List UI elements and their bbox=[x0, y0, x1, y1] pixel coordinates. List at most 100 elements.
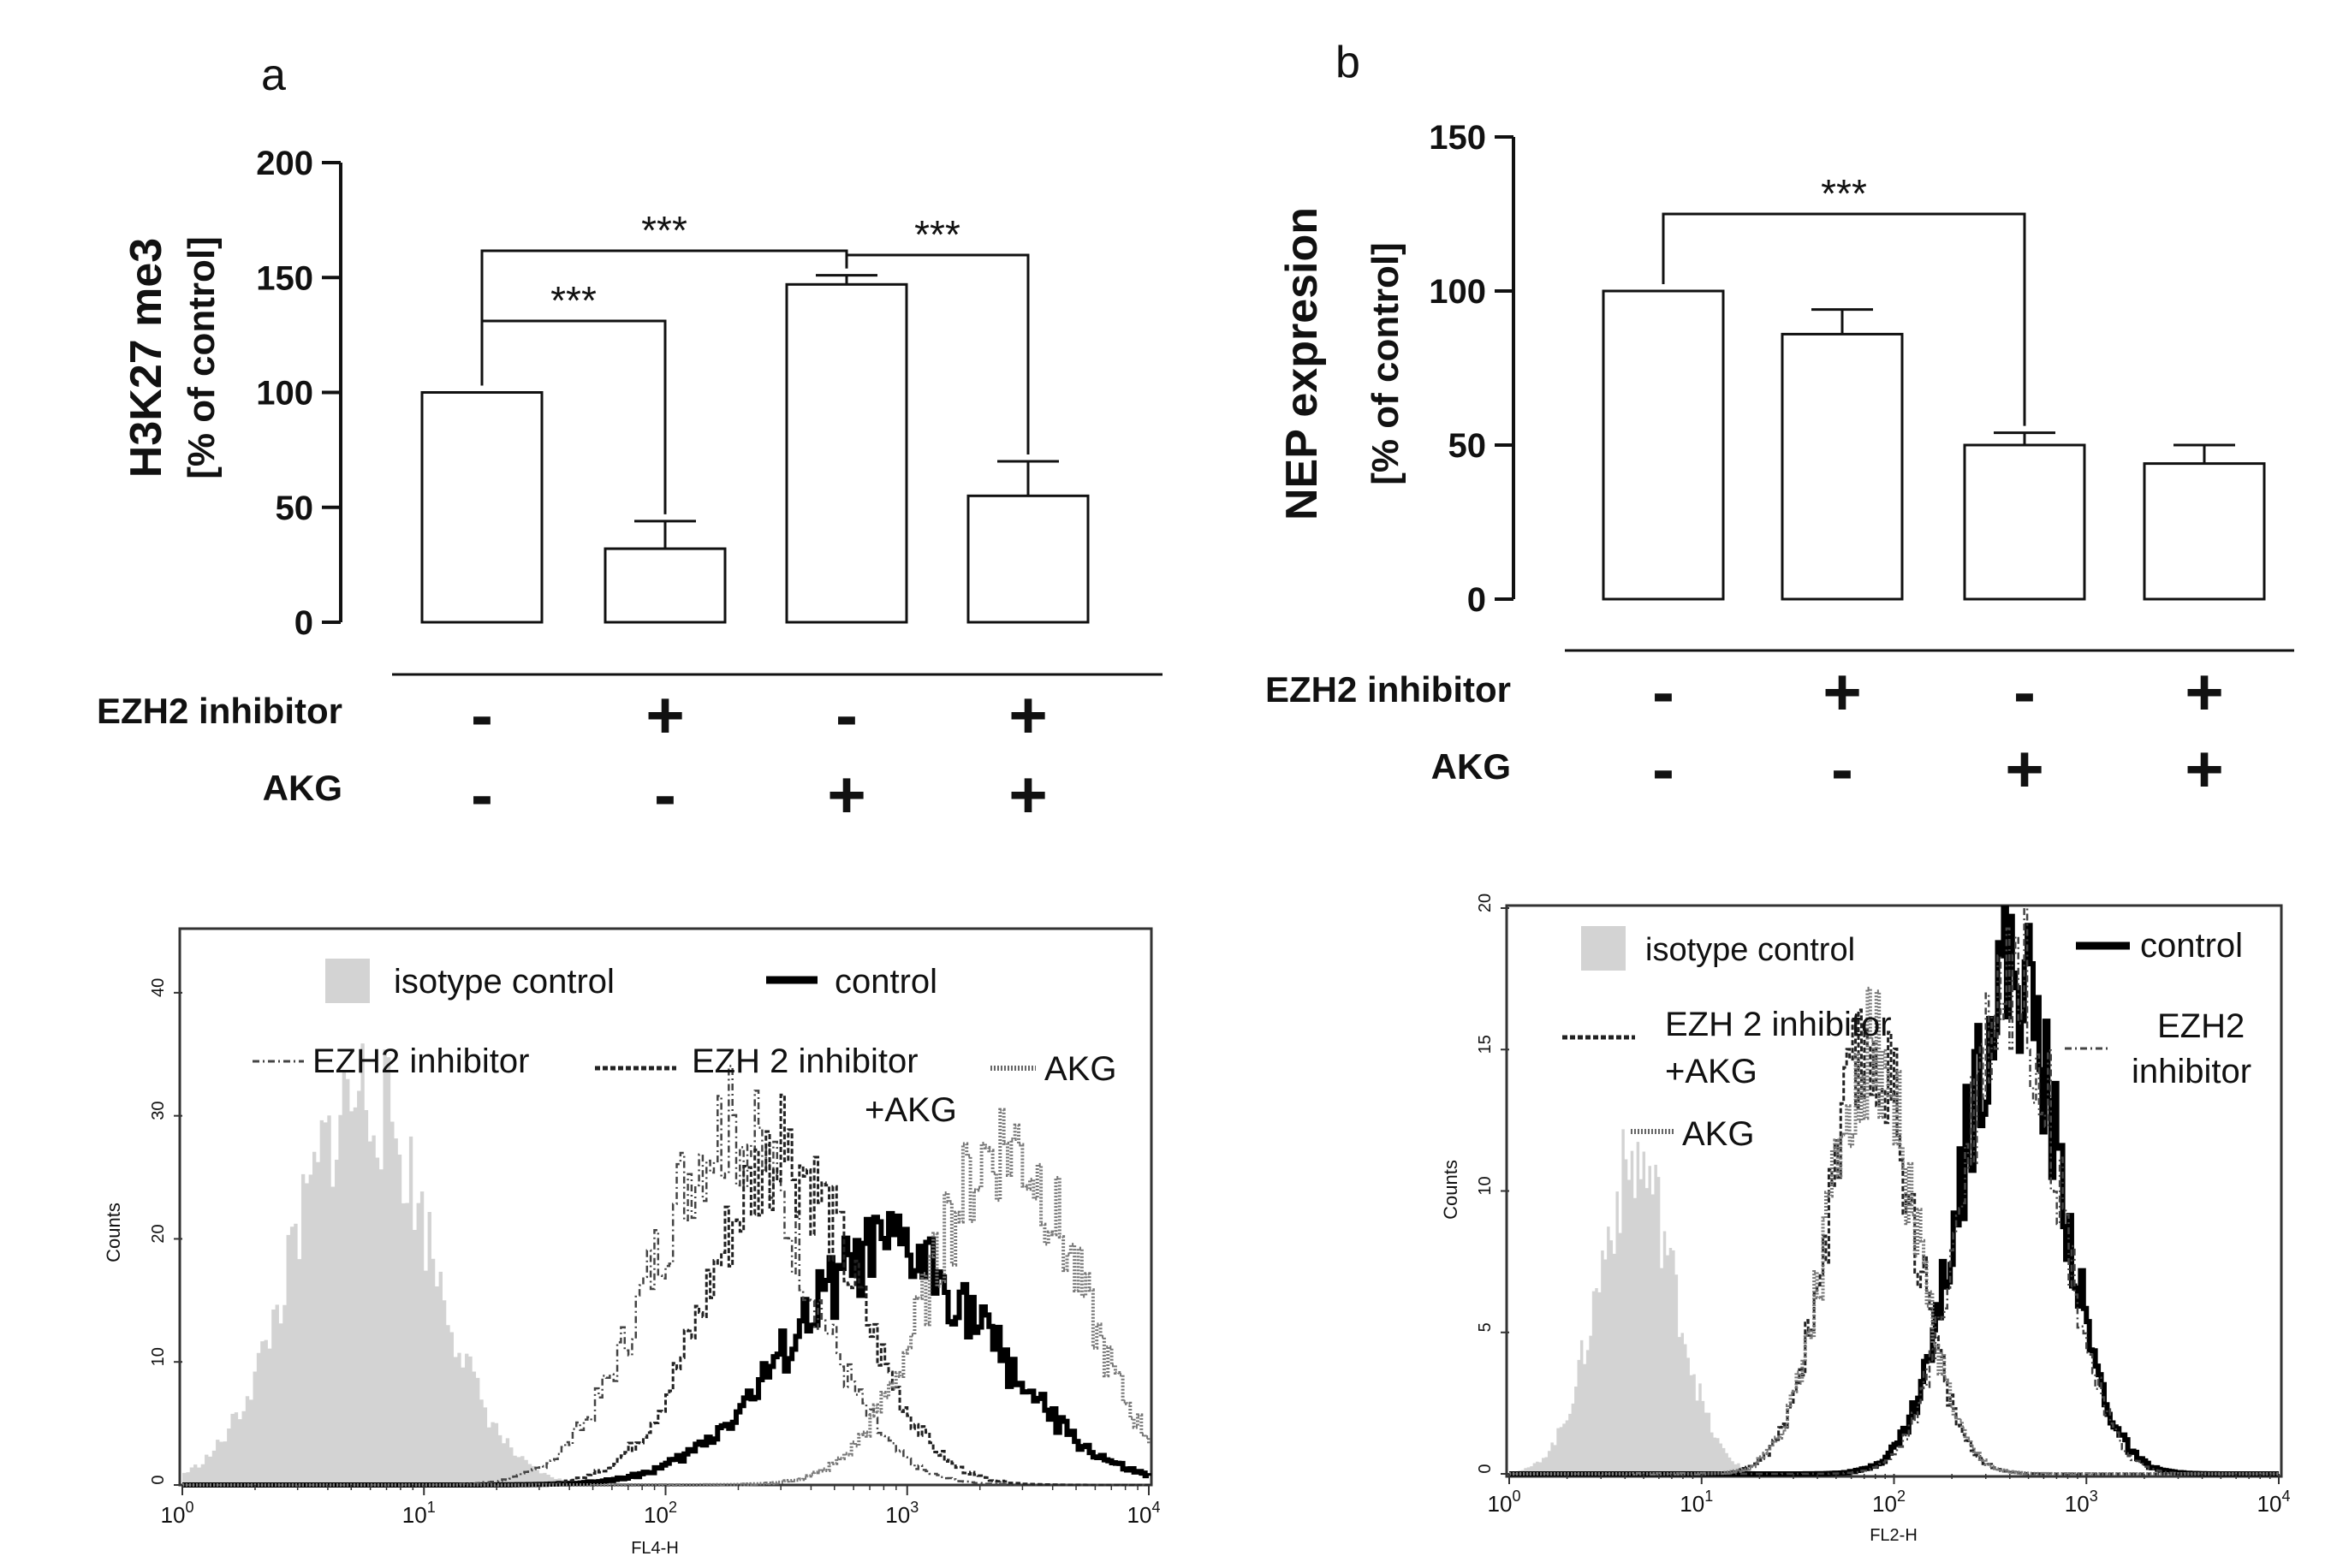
b-condition-sign: - bbox=[2013, 654, 2036, 729]
d-ytick-label: 0 bbox=[1476, 1464, 1495, 1473]
panel-d-ylabel: Counts bbox=[1440, 1160, 1461, 1220]
a-significance-bracket bbox=[845, 253, 1030, 455]
d-xtick-exponent: 2 bbox=[1897, 1488, 1906, 1505]
c-xtick-base: 10 bbox=[644, 1502, 669, 1528]
b-bar bbox=[1602, 289, 1725, 601]
c-series-akg bbox=[182, 1108, 1151, 1487]
a-condition-sign: + bbox=[645, 677, 685, 752]
b-bar bbox=[2143, 462, 2266, 601]
d-ytick-label: 20 bbox=[1476, 894, 1495, 912]
a-ytick-label: 150 bbox=[256, 259, 313, 297]
d-xtick-label: 104 bbox=[2257, 1488, 2291, 1517]
d-ytick-label: 5 bbox=[1476, 1322, 1495, 1332]
b-ytick-label: 150 bbox=[1429, 119, 1486, 157]
a-condition-sign: + bbox=[1008, 677, 1048, 752]
c-xtick-exponent: 4 bbox=[1151, 1499, 1160, 1516]
d-xtick-exponent: 3 bbox=[2090, 1488, 2098, 1505]
b-ytick-label: 0 bbox=[1467, 581, 1486, 619]
panel-c-legend-control: control bbox=[835, 963, 937, 1001]
d-xtick-label: 101 bbox=[1680, 1488, 1713, 1517]
panel-b-label: b bbox=[1335, 38, 1360, 87]
b-condition-sign: + bbox=[2185, 654, 2224, 729]
a-ytick-label: 100 bbox=[256, 375, 313, 413]
c-xtick-base: 10 bbox=[161, 1502, 186, 1528]
a-bar bbox=[785, 282, 908, 624]
d-series-isotype bbox=[1509, 1129, 2279, 1474]
c-xtick-exponent: 0 bbox=[185, 1499, 193, 1516]
c-ytick-label: 30 bbox=[149, 1102, 168, 1120]
a-condition-sign: + bbox=[1008, 757, 1048, 832]
panel-b-bar-chart: b NEP expresion [% of control] 0 50 100 150… bbox=[1265, 38, 2294, 806]
b-ytick-label: 100 bbox=[1429, 273, 1486, 311]
c-xtick-label: 102 bbox=[644, 1499, 677, 1528]
c-xtick-exponent: 1 bbox=[427, 1499, 436, 1516]
d-xtick-exponent: 1 bbox=[1704, 1488, 1713, 1505]
c-ytick-label: 10 bbox=[149, 1347, 168, 1366]
panel-c-legend-isotype: isotype control bbox=[394, 963, 615, 1001]
a-bar bbox=[420, 391, 544, 624]
a-condition-sign: - bbox=[835, 677, 858, 752]
d-ytick-label: 10 bbox=[1476, 1176, 1495, 1195]
panel-c-legend-combo-line2: +AKG bbox=[865, 1091, 957, 1129]
c-xtick-exponent: 2 bbox=[669, 1499, 677, 1516]
b-significance-label: *** bbox=[1821, 171, 1867, 216]
c-ytick-label: 20 bbox=[149, 1224, 168, 1243]
d-xtick-base: 10 bbox=[1872, 1491, 1897, 1517]
b-condition-sign: - bbox=[1652, 731, 1674, 806]
panel-d-legend-ezh2-line1: EZH2 bbox=[2157, 1007, 2245, 1045]
a-significance-label: *** bbox=[914, 212, 960, 257]
d-xtick-base: 10 bbox=[2065, 1491, 2090, 1517]
d-xtick-base: 10 bbox=[1680, 1491, 1704, 1517]
a-bar bbox=[604, 547, 727, 624]
c-xtick-label: 101 bbox=[402, 1499, 436, 1528]
panel-d-legend-ezh2-line2: inhibitor bbox=[2132, 1053, 2251, 1090]
c-xtick-base: 10 bbox=[885, 1502, 910, 1528]
d-xtick-exponent: 4 bbox=[2281, 1488, 2290, 1505]
panel-c-legend-ezh2: EZH2 inhibitor bbox=[312, 1042, 529, 1080]
b-condition-sign: + bbox=[1823, 654, 1862, 729]
panel-c-xlabel: FL4-H bbox=[631, 1539, 679, 1558]
a-ytick-label: 50 bbox=[276, 490, 314, 527]
panel-c-legend-combo-line1: EZH 2 inhibitor bbox=[692, 1042, 919, 1080]
c-xtick-label: 104 bbox=[1127, 1499, 1161, 1528]
panel-a-akg-label: AKG bbox=[263, 768, 342, 808]
panel-c-legend-isotype-swatch bbox=[325, 959, 370, 1003]
c-xtick-label: 103 bbox=[885, 1499, 919, 1528]
c-xtick-base: 10 bbox=[1127, 1502, 1152, 1528]
a-significance-label: *** bbox=[550, 278, 597, 323]
c-xtick-exponent: 3 bbox=[910, 1499, 919, 1516]
d-ytick-label: 15 bbox=[1476, 1035, 1495, 1054]
b-condition-sign: + bbox=[2005, 731, 2044, 806]
b-condition-sign: - bbox=[1831, 731, 1853, 806]
panel-d-legend-combo-line1: EZH 2 inhibitor bbox=[1665, 1006, 1892, 1043]
panel-d-legend-control: control bbox=[2140, 927, 2243, 965]
d-xtick-exponent: 0 bbox=[1512, 1488, 1520, 1505]
panel-b-ezh2-label: EZH2 inhibitor bbox=[1265, 669, 1511, 710]
panel-d-legend-combo-line2: +AKG bbox=[1665, 1053, 1757, 1090]
panel-a-label: a bbox=[261, 50, 286, 100]
c-series-control bbox=[182, 1210, 1151, 1488]
c-xtick-base: 10 bbox=[402, 1502, 427, 1528]
c-ytick-label: 40 bbox=[149, 978, 168, 997]
panel-d-legend-isotype-swatch bbox=[1581, 926, 1626, 971]
a-condition-sign: - bbox=[471, 677, 493, 752]
b-ytick-label: 50 bbox=[1448, 427, 1487, 465]
c-xtick-label: 100 bbox=[161, 1499, 194, 1528]
a-condition-sign: + bbox=[827, 757, 866, 832]
a-condition-sign: - bbox=[654, 757, 676, 832]
panel-c-ylabel: Counts bbox=[103, 1203, 124, 1262]
a-bar bbox=[966, 494, 1090, 624]
d-xtick-label: 102 bbox=[1872, 1488, 1906, 1517]
c-ytick-label: 0 bbox=[149, 1475, 168, 1484]
panel-a-bar-chart: a H3K27 me3 [% of control] 050100150200 … bbox=[97, 50, 1163, 832]
panel-b-ylabel: NEP expresion bbox=[1277, 207, 1327, 520]
panel-d-legend-akg: AKG bbox=[1682, 1115, 1754, 1153]
panel-b-ylabel-unit: [% of control] bbox=[1365, 242, 1406, 485]
panel-a-ylabel: H3K27 me3 bbox=[122, 238, 171, 478]
panel-a-ylabel-unit: [% of control] bbox=[181, 236, 223, 479]
b-significance-bracket bbox=[1662, 212, 2026, 426]
b-bar bbox=[1963, 443, 2086, 601]
